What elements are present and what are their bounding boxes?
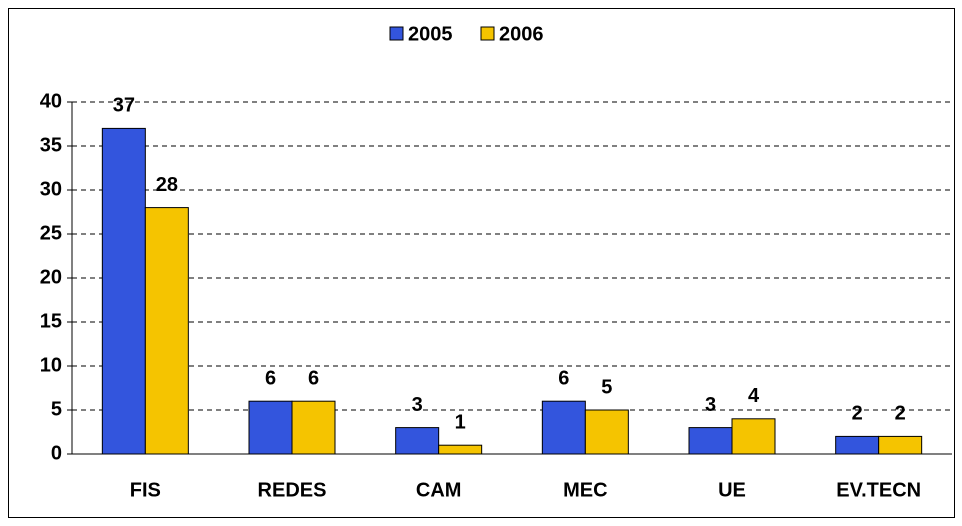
x-tick-label: MEC bbox=[563, 479, 607, 501]
legend-label: 2006 bbox=[499, 23, 544, 45]
data-label: 5 bbox=[601, 376, 612, 398]
y-tick-label: 0 bbox=[51, 442, 62, 464]
x-tick-label: FIS bbox=[130, 479, 161, 501]
bar bbox=[144, 207, 189, 455]
y-tick-label: 20 bbox=[40, 266, 62, 288]
bar bbox=[584, 409, 629, 455]
bar bbox=[878, 435, 923, 455]
y-tick-label: 5 bbox=[51, 398, 62, 420]
y-tick-label: 10 bbox=[40, 354, 62, 376]
data-label: 37 bbox=[113, 95, 135, 117]
bar bbox=[835, 435, 880, 455]
data-label: 6 bbox=[558, 367, 569, 389]
data-label: 6 bbox=[265, 367, 276, 389]
legend-label: 2005 bbox=[408, 23, 453, 45]
x-tick-label: CAM bbox=[416, 479, 462, 501]
data-label: 2 bbox=[895, 403, 906, 425]
data-label: 1 bbox=[455, 411, 466, 433]
x-tick-label: REDES bbox=[258, 479, 327, 501]
bar bbox=[101, 127, 146, 455]
legend-swatch bbox=[480, 26, 495, 41]
bar bbox=[541, 400, 586, 455]
bar bbox=[291, 400, 336, 455]
bar bbox=[248, 400, 293, 455]
x-tick-label: EV.TECN bbox=[836, 479, 921, 501]
bar bbox=[688, 427, 733, 455]
y-tick-label: 25 bbox=[40, 222, 62, 244]
bar bbox=[438, 444, 483, 455]
data-label: 28 bbox=[156, 174, 178, 196]
data-label: 2 bbox=[852, 403, 863, 425]
y-tick-label: 15 bbox=[40, 310, 62, 332]
y-tick-label: 40 bbox=[40, 90, 62, 112]
data-label: 3 bbox=[412, 394, 423, 416]
data-label: 4 bbox=[748, 385, 760, 407]
y-tick-label: 30 bbox=[40, 178, 62, 200]
x-tick-label: UE bbox=[718, 479, 746, 501]
bar bbox=[395, 427, 440, 455]
bar bbox=[731, 418, 776, 455]
data-label: 3 bbox=[705, 394, 716, 416]
data-label: 6 bbox=[308, 367, 319, 389]
y-tick-label: 35 bbox=[40, 134, 62, 156]
legend-swatch bbox=[389, 26, 404, 41]
